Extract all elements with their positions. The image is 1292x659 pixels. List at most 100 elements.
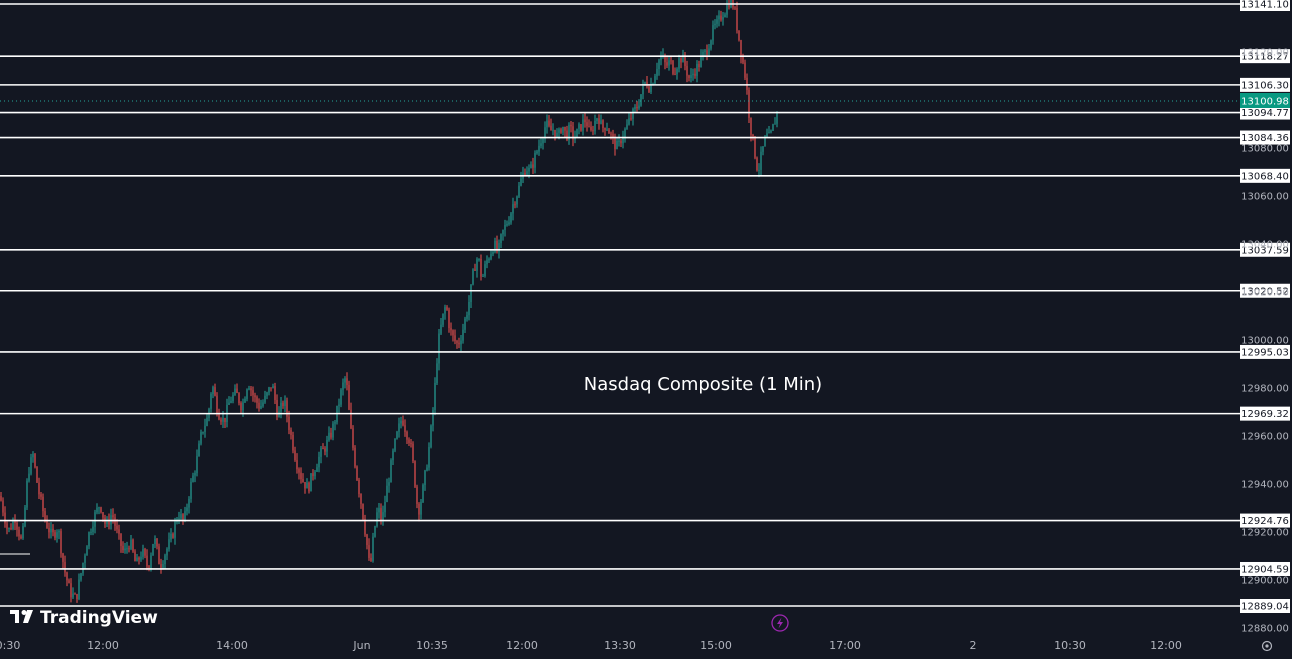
candle-body <box>514 204 516 206</box>
y-tick: 12920.00 <box>1241 528 1289 539</box>
candle-body <box>74 593 76 595</box>
level-label-bg <box>1240 242 1290 257</box>
level-label: 13118.27 <box>1241 52 1289 63</box>
candle-body <box>394 438 396 451</box>
candle-body <box>150 555 152 568</box>
candle-body <box>710 40 712 49</box>
candle-body <box>10 528 12 530</box>
candle-body <box>628 118 630 125</box>
candle-body <box>540 143 542 146</box>
candle-body <box>362 503 364 520</box>
candle-body <box>586 122 588 127</box>
candle-body <box>126 548 128 550</box>
candle-body <box>146 555 148 567</box>
candle-body <box>130 539 132 549</box>
candle-body <box>288 416 290 430</box>
candle-body <box>510 213 512 223</box>
candle-body <box>372 536 374 561</box>
candle-body <box>448 309 450 329</box>
candle-body <box>54 532 56 538</box>
candle-body <box>702 51 704 56</box>
candle-body <box>422 484 424 502</box>
candle-body <box>198 443 200 457</box>
candle-body <box>714 23 716 26</box>
candle-body <box>616 141 618 150</box>
candle-body <box>418 503 420 515</box>
tradingview-logo-text: TradingView <box>40 608 158 628</box>
candle-body <box>260 406 262 409</box>
candle-body <box>526 171 528 176</box>
candle-body <box>56 532 58 538</box>
candle-body <box>118 529 120 534</box>
candle-body <box>496 240 498 252</box>
candle-body <box>690 75 692 78</box>
candle-body <box>98 507 100 509</box>
candle-body <box>78 579 80 600</box>
candle-body <box>24 507 26 527</box>
candle-body <box>268 387 270 393</box>
candle-body <box>346 378 348 385</box>
candle-body <box>284 400 286 407</box>
candle-body <box>536 151 538 154</box>
level-label: 13084.36 <box>1241 133 1289 144</box>
candle-body <box>658 60 660 69</box>
candle-body <box>668 60 670 66</box>
candle-body <box>368 545 370 558</box>
candle-body <box>266 392 268 396</box>
candle-body <box>554 129 556 137</box>
candle-body <box>276 400 278 417</box>
candle-body <box>722 17 724 20</box>
candle-body <box>158 546 160 565</box>
candle-body <box>502 229 504 235</box>
candle-body <box>760 151 762 170</box>
candle-body <box>716 19 718 24</box>
y-tick: 13080.00 <box>1241 144 1289 155</box>
candle-body <box>458 342 460 345</box>
candle-body <box>762 146 764 152</box>
x-tick: 12:00 <box>506 639 538 652</box>
candle-body <box>650 84 652 92</box>
candle-body <box>250 388 252 391</box>
level-label: 13141.10 <box>1241 0 1289 11</box>
candle-body <box>184 511 186 520</box>
candle-body <box>580 124 582 131</box>
candle-body <box>544 127 546 139</box>
candle-body <box>680 58 682 63</box>
candle-body <box>484 264 486 276</box>
candle-body <box>604 128 606 130</box>
candle-body <box>222 417 224 422</box>
candle-body <box>456 341 458 343</box>
candle-body <box>692 73 694 76</box>
candle-body <box>462 329 464 341</box>
candle-body <box>330 432 332 438</box>
candle-body <box>154 538 156 545</box>
y-tick: 12900.00 <box>1241 576 1289 587</box>
candle-body <box>142 549 144 557</box>
candle-body <box>378 508 380 513</box>
candle-body <box>148 566 150 568</box>
candle-body <box>450 328 452 331</box>
gear-icon[interactable] <box>1261 640 1273 652</box>
candle-body <box>294 450 296 461</box>
candle-body <box>684 54 686 67</box>
candle-body <box>764 136 766 147</box>
candle-body <box>366 534 368 546</box>
candle-body <box>626 124 628 130</box>
candle-body <box>182 514 184 520</box>
candle-body <box>298 469 300 473</box>
candle-body <box>572 126 574 139</box>
candle-body <box>500 234 502 243</box>
level-label: 12924.76 <box>1241 516 1289 527</box>
lightning-icon[interactable] <box>771 614 789 632</box>
candle-body <box>194 473 196 476</box>
candle-body <box>608 129 610 134</box>
candle-body <box>84 555 86 563</box>
candle-body <box>12 520 14 530</box>
candle-body <box>444 307 446 314</box>
candle-body <box>306 482 308 489</box>
candle-body <box>432 410 434 426</box>
candle-body <box>446 307 448 310</box>
candle-body <box>600 120 602 124</box>
candle-body <box>400 420 402 424</box>
